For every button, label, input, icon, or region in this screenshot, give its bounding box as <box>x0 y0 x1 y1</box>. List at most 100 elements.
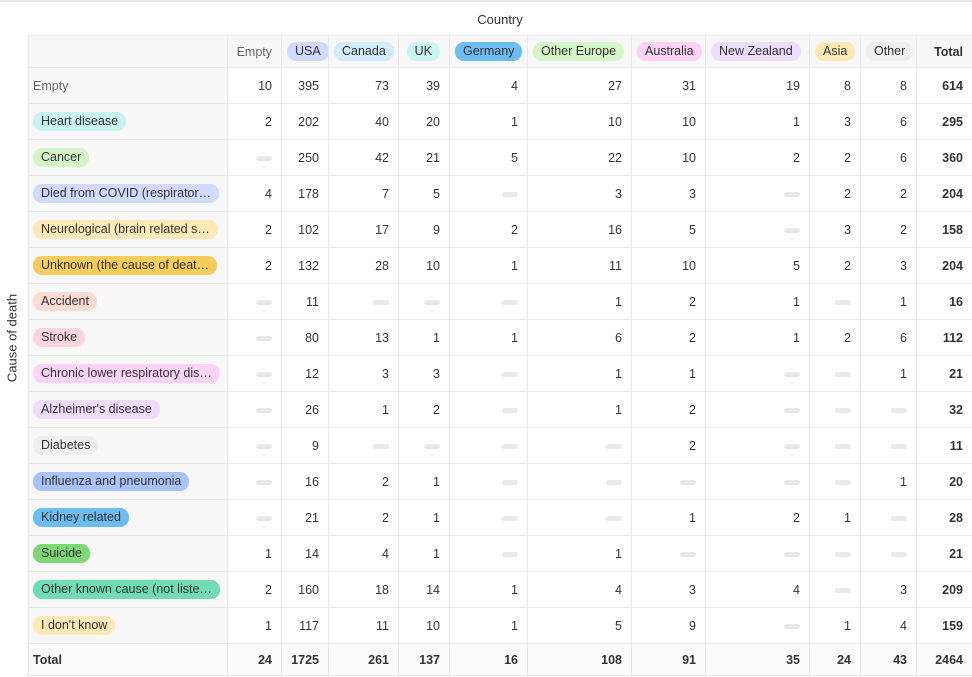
value-cell[interactable] <box>449 427 528 464</box>
column-total-cell[interactable]: 108 <box>527 643 632 676</box>
row-total-cell[interactable]: 112 <box>916 319 972 356</box>
value-cell[interactable] <box>449 499 528 536</box>
value-cell[interactable]: 7 <box>328 175 399 212</box>
value-cell[interactable]: 16 <box>281 463 329 500</box>
value-cell[interactable] <box>631 463 706 500</box>
column-total-cell[interactable]: 137 <box>398 643 450 676</box>
value-cell[interactable] <box>705 427 810 464</box>
value-cell[interactable]: 31 <box>631 67 706 104</box>
value-cell[interactable] <box>449 355 528 392</box>
row-header[interactable]: Alzheimer's disease <box>28 391 228 428</box>
value-cell[interactable]: 20 <box>398 103 450 140</box>
value-cell[interactable] <box>227 355 282 392</box>
grand-total-cell[interactable]: 2464 <box>916 643 972 676</box>
value-cell[interactable]: 10 <box>631 247 706 284</box>
value-cell[interactable]: 14 <box>281 535 329 572</box>
value-cell[interactable]: 395 <box>281 67 329 104</box>
value-cell[interactable] <box>449 283 528 320</box>
row-total-cell[interactable]: 21 <box>916 535 972 572</box>
row-total-cell[interactable]: 11 <box>916 427 972 464</box>
value-cell[interactable]: 6 <box>527 319 632 356</box>
value-cell[interactable]: 2 <box>227 103 282 140</box>
column-header[interactable]: USA <box>281 35 329 68</box>
value-cell[interactable]: 6 <box>860 103 917 140</box>
value-cell[interactable]: 1 <box>631 355 706 392</box>
value-cell[interactable] <box>527 427 632 464</box>
row-total-cell[interactable]: 20 <box>916 463 972 500</box>
value-cell[interactable] <box>705 391 810 428</box>
column-total-cell[interactable]: 43 <box>860 643 917 676</box>
column-header[interactable]: Other Europe <box>527 35 632 68</box>
value-cell[interactable]: 12 <box>281 355 329 392</box>
value-cell[interactable]: 2 <box>809 175 861 212</box>
value-cell[interactable] <box>227 499 282 536</box>
column-total-cell[interactable]: 261 <box>328 643 399 676</box>
value-cell[interactable]: 11 <box>527 247 632 284</box>
column-header[interactable]: New Zealand <box>705 35 810 68</box>
value-cell[interactable]: 5 <box>631 211 706 248</box>
value-cell[interactable]: 2 <box>631 391 706 428</box>
value-cell[interactable]: 1 <box>227 535 282 572</box>
value-cell[interactable]: 5 <box>705 247 810 284</box>
value-cell[interactable]: 2 <box>328 499 399 536</box>
value-cell[interactable]: 2 <box>809 247 861 284</box>
column-total-cell[interactable]: 1725 <box>281 643 329 676</box>
value-cell[interactable]: 18 <box>328 571 399 608</box>
column-header[interactable]: Asia <box>809 35 861 68</box>
row-total-cell[interactable]: 16 <box>916 283 972 320</box>
row-header[interactable]: Chronic lower respiratory dis… <box>28 355 228 392</box>
value-cell[interactable] <box>449 535 528 572</box>
value-cell[interactable]: 132 <box>281 247 329 284</box>
value-cell[interactable]: 42 <box>328 139 399 176</box>
value-cell[interactable]: 10 <box>631 139 706 176</box>
value-cell[interactable] <box>398 283 450 320</box>
row-total-cell[interactable]: 204 <box>916 247 972 284</box>
value-cell[interactable]: 102 <box>281 211 329 248</box>
row-total-cell[interactable]: 204 <box>916 175 972 212</box>
value-cell[interactable] <box>705 463 810 500</box>
value-cell[interactable] <box>227 319 282 356</box>
value-cell[interactable]: 1 <box>809 499 861 536</box>
value-cell[interactable]: 1 <box>705 283 810 320</box>
value-cell[interactable] <box>449 391 528 428</box>
value-cell[interactable]: 4 <box>227 175 282 212</box>
value-cell[interactable] <box>809 535 861 572</box>
value-cell[interactable]: 9 <box>281 427 329 464</box>
value-cell[interactable]: 2 <box>705 499 810 536</box>
row-total-cell[interactable]: 28 <box>916 499 972 536</box>
value-cell[interactable]: 13 <box>328 319 399 356</box>
value-cell[interactable]: 1 <box>449 319 528 356</box>
value-cell[interactable]: 3 <box>631 175 706 212</box>
value-cell[interactable] <box>809 283 861 320</box>
value-cell[interactable]: 3 <box>860 571 917 608</box>
value-cell[interactable] <box>809 427 861 464</box>
value-cell[interactable]: 250 <box>281 139 329 176</box>
value-cell[interactable]: 1 <box>631 499 706 536</box>
value-cell[interactable]: 4 <box>527 571 632 608</box>
value-cell[interactable] <box>705 175 810 212</box>
value-cell[interactable]: 3 <box>398 355 450 392</box>
value-cell[interactable]: 160 <box>281 571 329 608</box>
value-cell[interactable]: 3 <box>809 211 861 248</box>
value-cell[interactable]: 1 <box>328 391 399 428</box>
value-cell[interactable]: 11 <box>328 607 399 644</box>
value-cell[interactable]: 4 <box>860 607 917 644</box>
value-cell[interactable]: 2 <box>227 247 282 284</box>
value-cell[interactable]: 2 <box>705 139 810 176</box>
value-cell[interactable]: 2 <box>328 463 399 500</box>
value-cell[interactable]: 1 <box>398 535 450 572</box>
row-total-cell[interactable]: 158 <box>916 211 972 248</box>
value-cell[interactable] <box>809 571 861 608</box>
value-cell[interactable]: 80 <box>281 319 329 356</box>
value-cell[interactable]: 10 <box>631 103 706 140</box>
total-column-header[interactable]: Total <box>916 35 972 68</box>
row-header[interactable]: Accident <box>28 283 228 320</box>
value-cell[interactable]: 6 <box>860 319 917 356</box>
value-cell[interactable]: 2 <box>631 427 706 464</box>
value-cell[interactable] <box>398 427 450 464</box>
value-cell[interactable]: 1 <box>527 535 632 572</box>
row-header[interactable]: Unknown (the cause of deat… <box>28 247 228 284</box>
value-cell[interactable] <box>227 391 282 428</box>
value-cell[interactable]: 1 <box>398 319 450 356</box>
value-cell[interactable]: 1 <box>449 247 528 284</box>
